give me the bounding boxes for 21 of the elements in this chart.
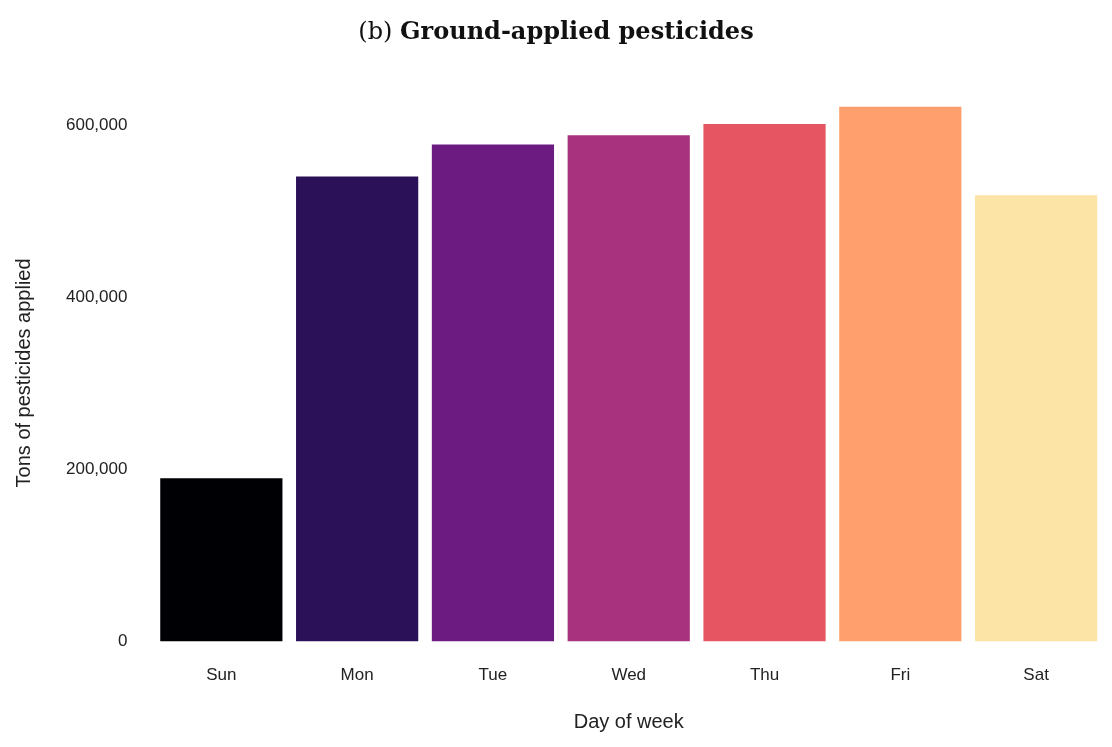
x-tick-label: Mon xyxy=(340,665,374,685)
x-tick-label: Sat xyxy=(1023,665,1050,685)
y-tick-label: 400,000 xyxy=(66,287,128,307)
bar xyxy=(975,195,1098,642)
bar xyxy=(431,144,555,642)
bar xyxy=(703,123,826,642)
y-tick-label: 0 xyxy=(117,631,128,651)
bar xyxy=(296,176,419,642)
x-tick-label: Fri xyxy=(890,665,911,685)
x-tick-label: Thu xyxy=(749,665,780,685)
x-tick-label: Wed xyxy=(611,665,647,685)
x-tick-label: Tue xyxy=(478,665,508,685)
y-tick-label: 600,000 xyxy=(66,115,128,135)
bar xyxy=(567,135,690,642)
y-tick-label: 200,000 xyxy=(66,459,128,479)
bar xyxy=(839,106,962,642)
x-axis-title: Day of week xyxy=(573,709,685,732)
y-axis-title: Tons of pesticides applied xyxy=(11,258,34,488)
bar xyxy=(160,478,283,642)
x-tick-label: Sun xyxy=(206,665,237,685)
chart-title: (b) Ground-applied pesticides xyxy=(358,16,754,45)
